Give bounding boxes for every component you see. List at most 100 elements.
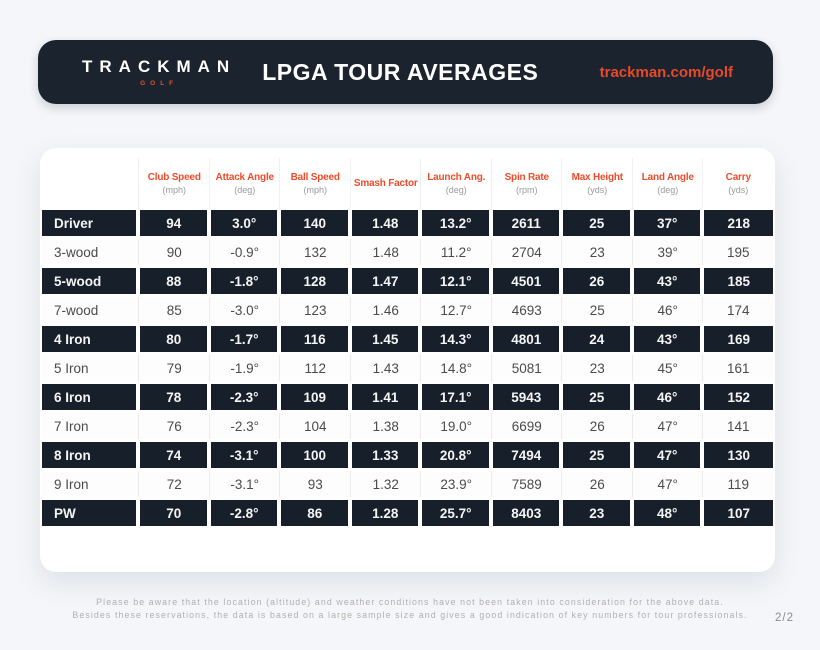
value-cell: 4801 xyxy=(490,326,562,352)
club-cell: Driver xyxy=(42,210,139,236)
club-cell: 6 Iron xyxy=(42,384,139,410)
value-cell: 169 xyxy=(702,326,773,352)
logo-sub-text: GOLF xyxy=(140,80,179,87)
value-cell: 11.2° xyxy=(420,239,491,265)
column-unit: (deg) xyxy=(657,185,679,196)
table-header-row: Club Speed (mph) Attack Angle (deg) Ball Spe… xyxy=(42,148,773,210)
value-cell: 25 xyxy=(561,210,632,236)
site-url-link[interactable]: trackman.com/golf xyxy=(599,63,733,81)
trackman-logo: TRACKMAN GOLF xyxy=(82,57,236,87)
value-cell: 47° xyxy=(631,413,703,439)
value-cell: 43° xyxy=(631,268,703,294)
column-header: Ball Speed (mph) xyxy=(279,158,350,210)
value-cell: 12.1° xyxy=(420,268,491,294)
value-cell: -2.8° xyxy=(208,500,280,526)
value-cell: 39° xyxy=(631,239,703,265)
value-cell: 1.46 xyxy=(349,297,421,323)
column-header: Club Speed (mph) xyxy=(138,158,209,210)
value-cell: 86 xyxy=(279,500,350,526)
value-cell: 140 xyxy=(279,210,350,236)
footer-note: Please be aware that the location (altit… xyxy=(0,596,820,622)
value-cell: 43° xyxy=(631,326,703,352)
column-header: Launch Ang. (deg) xyxy=(420,158,491,210)
table-row: PW 70 -2.8° 86 1.28 25.7° 8403 23 48° 107 xyxy=(42,500,773,526)
value-cell: 46° xyxy=(631,297,703,323)
value-cell: 79 xyxy=(138,355,209,381)
value-cell: 88 xyxy=(138,268,209,294)
value-cell: 25 xyxy=(561,384,632,410)
value-cell: 19.0° xyxy=(420,413,491,439)
column-label: Max Height xyxy=(571,172,624,184)
column-header: Land Angle (deg) xyxy=(631,158,703,210)
club-cell: 4 Iron xyxy=(42,326,139,352)
table-row: 7-wood 85 -3.0° 123 1.46 12.7° 4693 25 46° 174 xyxy=(42,297,773,323)
value-cell: 90 xyxy=(138,239,209,265)
table-row: 7 Iron 76 -2.3° 104 1.38 19.0° 6699 26 47° 141 xyxy=(42,413,773,439)
table-row: 5 Iron 79 -1.9° 112 1.43 14.8° 5081 23 45° 161 xyxy=(42,355,773,381)
value-cell: 26 xyxy=(561,268,632,294)
value-cell: 94 xyxy=(138,210,209,236)
value-cell: 5943 xyxy=(490,384,562,410)
value-cell: -1.9° xyxy=(208,355,280,381)
value-cell: 85 xyxy=(138,297,209,323)
table-row: Driver 94 3.0° 140 1.48 13.2° 2611 25 37° 218 xyxy=(42,210,773,236)
value-cell: 195 xyxy=(702,239,773,265)
averages-table-card: Club Speed (mph) Attack Angle (deg) Ball Spe… xyxy=(40,148,775,572)
value-cell: 112 xyxy=(279,355,350,381)
column-header: Smash Factor xyxy=(349,158,421,210)
value-cell: 23 xyxy=(561,355,632,381)
column-header: Carry (yds) xyxy=(702,158,773,210)
value-cell: 1.47 xyxy=(349,268,421,294)
value-cell: 132 xyxy=(279,239,350,265)
value-cell: 14.3° xyxy=(420,326,491,352)
value-cell: 116 xyxy=(279,326,350,352)
value-cell: 20.8° xyxy=(420,442,491,468)
value-cell: 1.38 xyxy=(349,413,421,439)
value-cell: 185 xyxy=(702,268,773,294)
value-cell: -1.8° xyxy=(208,268,280,294)
value-cell: 7589 xyxy=(490,471,562,497)
table-row: 6 Iron 78 -2.3° 109 1.41 17.1° 5943 25 46° 152 xyxy=(42,384,773,410)
value-cell: 23 xyxy=(561,500,632,526)
value-cell: 4501 xyxy=(490,268,562,294)
value-cell: 7494 xyxy=(490,442,562,468)
value-cell: 23.9° xyxy=(420,471,491,497)
page-number: 2/2 xyxy=(775,612,794,624)
column-unit: (mph) xyxy=(162,185,186,196)
value-cell: 107 xyxy=(702,500,773,526)
value-cell: 1.41 xyxy=(349,384,421,410)
column-label: Land Angle xyxy=(641,172,694,184)
value-cell: 72 xyxy=(138,471,209,497)
value-cell: 13.2° xyxy=(420,210,491,236)
table-row: 9 Iron 72 -3.1° 93 1.32 23.9° 7589 26 47° 119 xyxy=(42,471,773,497)
value-cell: 6699 xyxy=(490,413,562,439)
value-cell: -0.9° xyxy=(208,239,280,265)
value-cell: 161 xyxy=(702,355,773,381)
value-cell: 93 xyxy=(279,471,350,497)
column-label: Club Speed xyxy=(147,172,201,184)
value-cell: 17.1° xyxy=(420,384,491,410)
column-header: Attack Angle (deg) xyxy=(208,158,280,210)
value-cell: 152 xyxy=(702,384,773,410)
page-title: LPGA TOUR AVERAGES xyxy=(262,58,539,85)
value-cell: 47° xyxy=(631,442,703,468)
column-unit: (rpm) xyxy=(515,185,538,196)
footer-line-1: Please be aware that the location (altit… xyxy=(96,597,724,607)
column-header-club xyxy=(42,158,138,210)
column-label: Attack Angle xyxy=(215,172,275,184)
column-label: Carry xyxy=(725,172,751,184)
value-cell: 174 xyxy=(702,297,773,323)
value-cell: 1.45 xyxy=(349,326,421,352)
value-cell: -1.7° xyxy=(208,326,280,352)
value-cell: 74 xyxy=(138,442,209,468)
column-header: Spin Rate (rpm) xyxy=(490,158,562,210)
column-label: Spin Rate xyxy=(504,172,550,184)
value-cell: 1.33 xyxy=(349,442,421,468)
column-unit: (yds) xyxy=(587,185,608,196)
column-label: Launch Ang. xyxy=(427,172,486,184)
club-cell: 7 Iron xyxy=(42,413,139,439)
value-cell: 26 xyxy=(561,413,632,439)
value-cell: 46° xyxy=(631,384,703,410)
table-row: 4 Iron 80 -1.7° 116 1.45 14.3° 4801 24 43° 169 xyxy=(42,326,773,352)
value-cell: 37° xyxy=(631,210,703,236)
